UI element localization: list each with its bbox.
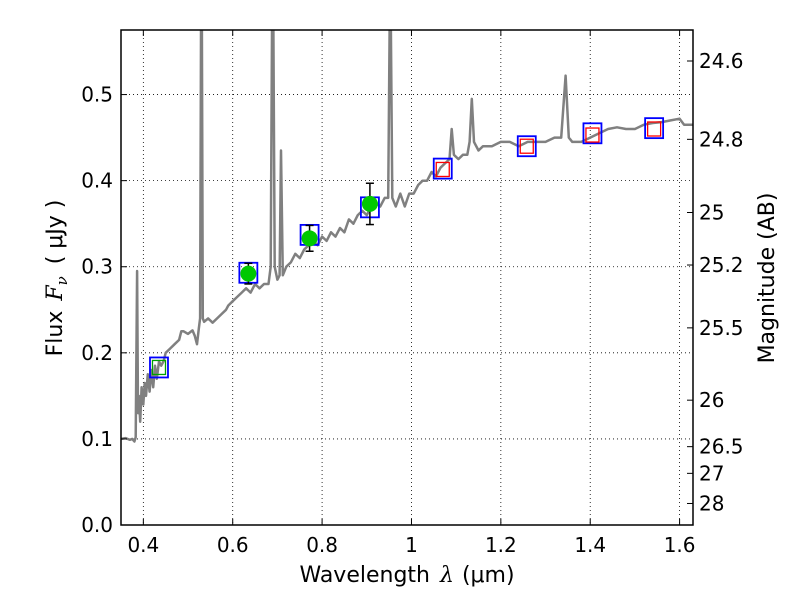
observed-layer <box>240 182 378 285</box>
x-tick-label: 1.2 <box>485 533 517 557</box>
observed-point <box>361 195 378 212</box>
magnitude-tick-label: 28 <box>699 491 724 515</box>
open-square-marker <box>519 138 534 154</box>
magnitude-tick-label: 26 <box>699 388 724 412</box>
y-tick-label: 0.0 <box>81 513 113 537</box>
observed-point <box>301 230 318 247</box>
secondary-y-axis-label: Magnitude (AB) <box>755 193 780 364</box>
x-axis-label-unit: (μm) <box>462 563 515 588</box>
model-box <box>582 122 603 145</box>
magnitude-tick-label: 25 <box>699 201 724 225</box>
x-tick-label: 0.8 <box>306 533 338 557</box>
y-tick-label: 0.2 <box>81 341 113 365</box>
magnitude-tick-label: 25.5 <box>699 316 744 340</box>
y-axis-label-prefix: Flux <box>43 311 68 357</box>
model-box <box>516 135 537 158</box>
open-square-marker <box>151 359 167 376</box>
model-box <box>149 356 169 379</box>
y-axis-label: Flux Fν ( μJy ) <box>43 200 71 357</box>
x-axis-label-symbol: λ <box>439 563 454 588</box>
plot-frame <box>120 29 694 526</box>
magnitude-tick-label: 27 <box>699 461 724 485</box>
x-tick-label: 0.6 <box>217 533 249 557</box>
axis-ticks <box>121 30 693 526</box>
magnitude-tick-label: 26.5 <box>699 435 744 459</box>
open-square-marker <box>435 161 450 178</box>
y-axis-label-symbol: F <box>43 285 68 302</box>
tick-labels: 0.4 0.6 0.8 1 1.2 1.4 1.6 0.0 0.1 0.2 0.3 0.4 0.5 24.… <box>81 49 743 557</box>
x-tick-label: 0.4 <box>127 533 159 557</box>
magnitude-tick-label: 24.8 <box>699 127 744 151</box>
x-tick-label: 1 <box>405 533 418 557</box>
magnitude-tick-label: 24.6 <box>699 49 744 73</box>
open-square-marker <box>585 127 600 143</box>
model-box <box>644 117 665 140</box>
plot-area-background <box>121 30 693 525</box>
x-tick-label: 1.6 <box>664 533 696 557</box>
x-axis-label-prefix: Wavelength <box>299 563 430 588</box>
open-square-marker <box>646 121 662 137</box>
y-tick-label: 0.5 <box>81 83 113 107</box>
x-axis-label: Wavelength λ (μm) <box>299 563 514 588</box>
magnitude-tick-label: 25.2 <box>699 253 744 277</box>
y-axis-label-unit: ( μJy ) <box>43 200 68 265</box>
y-tick-label: 0.4 <box>81 169 113 193</box>
y-axis-label-subscript: ν <box>53 276 71 285</box>
x-tick-label: 1.4 <box>574 533 606 557</box>
y-tick-label: 0.3 <box>81 255 113 279</box>
model-box <box>432 157 453 180</box>
y-tick-label: 0.1 <box>81 427 113 451</box>
observed-point <box>240 265 257 282</box>
